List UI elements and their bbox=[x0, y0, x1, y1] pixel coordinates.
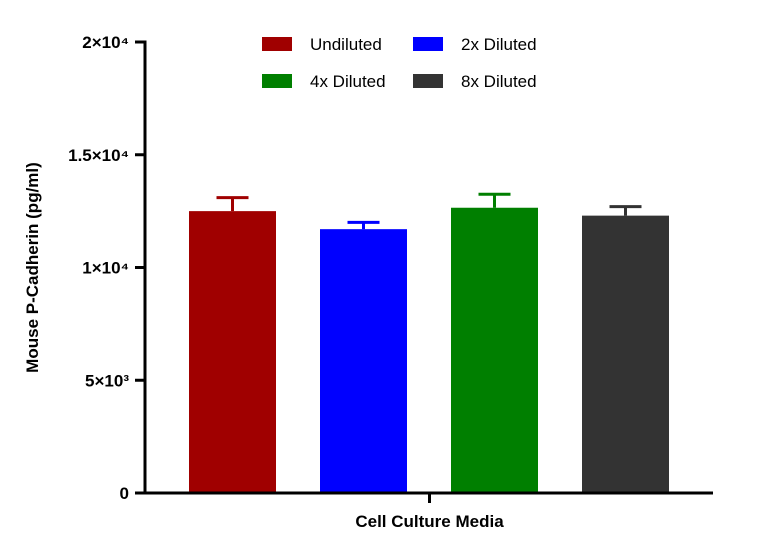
legend-label: Undiluted bbox=[310, 35, 382, 54]
x-axis-title: Cell Culture Media bbox=[355, 512, 504, 531]
legend-label: 2x Diluted bbox=[461, 35, 537, 54]
bar bbox=[451, 207, 538, 493]
y-tick-label: 0 bbox=[120, 484, 129, 503]
bar bbox=[320, 229, 407, 494]
legend-label: 4x Diluted bbox=[310, 72, 386, 91]
y-axis-title: Mouse P-Cadherin (pg/ml) bbox=[23, 162, 42, 373]
bars-layer bbox=[189, 207, 669, 494]
bar bbox=[582, 215, 669, 493]
y-tick-label: 2×10⁴ bbox=[82, 33, 129, 52]
legend: Undiluted 2x Diluted 4x Diluted 8x Diluted bbox=[262, 35, 537, 91]
y-ticks-layer: 0 5×10³ 1×10⁴ 1.5×10⁴ 2×10⁴ bbox=[68, 33, 145, 503]
legend-swatch bbox=[262, 74, 292, 88]
bar bbox=[189, 211, 276, 493]
y-tick-label: 1×10⁴ bbox=[82, 259, 129, 278]
legend-swatch bbox=[413, 37, 443, 51]
legend-swatch bbox=[262, 37, 292, 51]
y-tick-label: 5×10³ bbox=[85, 371, 129, 390]
legend-label: 8x Diluted bbox=[461, 72, 537, 91]
legend-swatch bbox=[413, 74, 443, 88]
y-tick-label: 1.5×10⁴ bbox=[68, 146, 129, 165]
error-bars-layer bbox=[216, 192, 642, 230]
